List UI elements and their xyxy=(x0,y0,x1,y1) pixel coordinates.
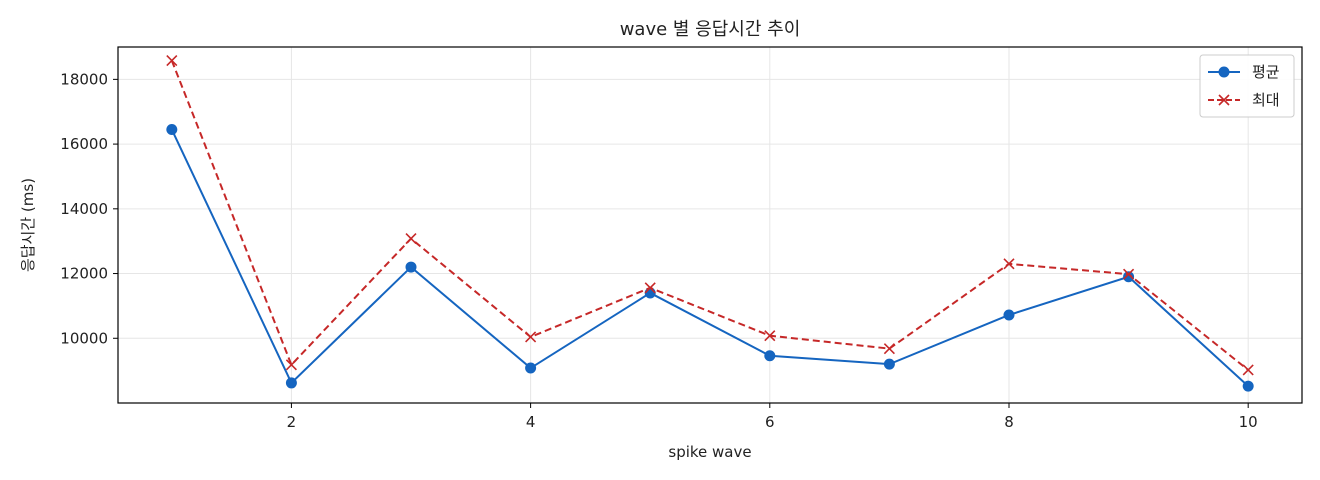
y-tick-label: 18000 xyxy=(60,70,108,88)
y-axis-label: 응답시간 (ms) xyxy=(19,178,37,272)
data-point xyxy=(764,330,776,342)
y-tick-label: 16000 xyxy=(60,135,108,153)
data-point xyxy=(285,359,297,371)
data-point xyxy=(1242,364,1254,376)
legend-marker xyxy=(1218,94,1230,106)
x-tick-label: 10 xyxy=(1239,413,1258,431)
data-point xyxy=(525,331,537,343)
data-point xyxy=(883,343,895,355)
data-point xyxy=(1242,380,1254,392)
legend-marker xyxy=(1218,66,1230,78)
data-point xyxy=(1123,268,1135,280)
x-tick-label: 6 xyxy=(765,413,775,431)
data-point xyxy=(644,282,656,294)
y-tick-label: 12000 xyxy=(60,265,108,283)
data-point xyxy=(285,377,297,389)
series-line xyxy=(170,129,1249,387)
chart-title: wave 별 응답시간 추이 xyxy=(620,19,801,40)
data-point xyxy=(1003,309,1015,321)
x-axis-label: spike wave xyxy=(668,443,751,461)
series-layer xyxy=(166,55,1254,392)
legend-frame xyxy=(1199,54,1295,118)
legend-label: 평균 xyxy=(1252,63,1280,81)
x-tick-label: 2 xyxy=(287,413,297,431)
data-point xyxy=(1003,258,1015,270)
series-average xyxy=(166,124,1254,392)
data-point xyxy=(405,261,417,273)
data-point xyxy=(166,124,178,136)
x-tick-label: 8 xyxy=(1004,413,1014,431)
plot-frame xyxy=(117,46,1303,404)
x-tick-label: 4 xyxy=(526,413,536,431)
axes: 2 4 6 8 10 10000 12000 14000 16000 18000 xyxy=(60,70,1257,431)
legend-label: 최대 xyxy=(1252,91,1280,109)
data-point xyxy=(525,362,537,374)
grid xyxy=(118,47,1302,403)
series-max xyxy=(166,55,1254,376)
y-tick-label: 10000 xyxy=(60,329,108,347)
y-tick-label: 14000 xyxy=(60,200,108,218)
data-point xyxy=(764,350,776,362)
data-point xyxy=(405,233,417,245)
data-point xyxy=(166,55,178,67)
series-line xyxy=(170,60,1249,371)
data-point xyxy=(883,358,895,370)
